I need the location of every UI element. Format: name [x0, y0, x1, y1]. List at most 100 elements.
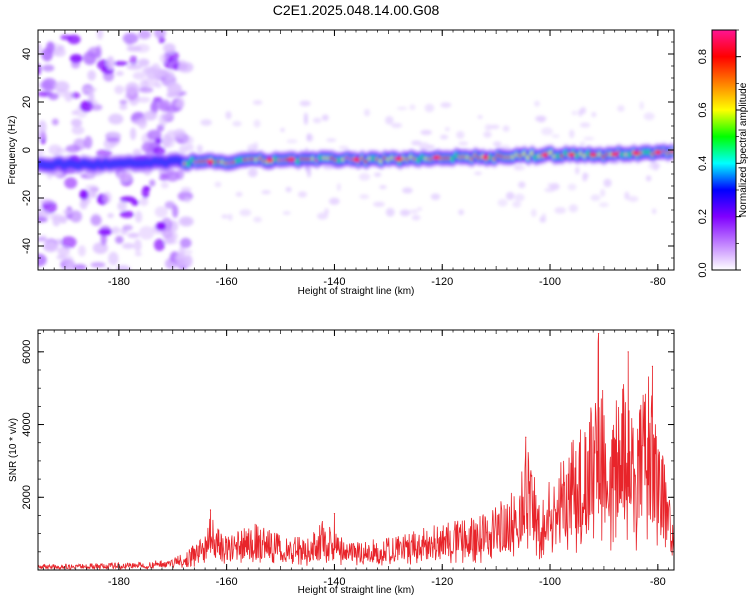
spectrogram-cell	[497, 198, 508, 207]
snr-x-tick-label: -180	[108, 576, 130, 588]
spectrogram-cell	[534, 100, 540, 107]
snr-x-ticks: -180 -160 -140 -120 -100 -80	[43, 330, 669, 588]
spectrogram-cell	[119, 210, 135, 219]
spectrogram-cell	[286, 139, 298, 144]
spectrogram-cell	[624, 191, 630, 200]
spectrogram-x-tick-label: -100	[539, 276, 561, 288]
spectrogram-cell	[135, 43, 150, 53]
spectrogram-cell	[253, 141, 259, 150]
spectrogram-cell	[45, 41, 55, 54]
spectrogram-blobs	[38, 30, 674, 270]
spectrogram-cell	[185, 143, 194, 151]
spectrogram-cell	[153, 30, 166, 39]
colorbar-tick-label: 0.2	[697, 209, 709, 224]
spectrogram-cell	[656, 151, 660, 154]
spectrogram-cell	[92, 242, 109, 254]
spectrogram-cell	[162, 229, 172, 237]
spectrogram-cell	[583, 173, 590, 178]
spectrogram-x-tick-label: -160	[216, 276, 238, 288]
spectrogram-cell	[312, 117, 322, 124]
spectrogram-cell	[282, 211, 291, 215]
spectrogram-cell	[38, 198, 54, 204]
spectrogram-cell	[127, 232, 140, 239]
spectrogram-cell	[474, 171, 482, 175]
spectrogram-cell	[134, 251, 142, 257]
spectrogram-cell	[90, 103, 103, 111]
spectrogram-cell	[359, 194, 370, 200]
spectrogram-cell	[180, 186, 192, 193]
spectrogram-cell	[530, 208, 537, 218]
snr-panel: -180 -160 -140 -120 -100 -80 2000 4000 6000 Hei…	[8, 329, 675, 596]
spectrogram-image	[38, 30, 674, 270]
spectrogram-cell	[551, 134, 560, 138]
spectrogram-cell	[138, 226, 155, 240]
spectrogram-cell	[106, 56, 115, 70]
spectrogram-cell	[129, 127, 137, 141]
spectrogram-y-tick-label: 0	[21, 147, 33, 153]
spectrogram-cell	[515, 165, 521, 169]
spectrogram-cell	[155, 221, 167, 231]
snr-frame	[37, 329, 675, 571]
spectrogram-cell	[591, 153, 595, 156]
spectrogram-cell	[38, 63, 42, 76]
spectrogram-cell	[391, 122, 403, 129]
spectrogram-cell	[427, 144, 435, 149]
spectrogram-cell	[177, 61, 194, 73]
spectrogram-cell	[411, 214, 421, 221]
spectrogram-cell	[114, 85, 125, 95]
spectrogram-cell	[54, 81, 70, 93]
spectrogram-cell	[410, 140, 422, 146]
spectrogram-cell	[71, 125, 85, 135]
spectrogram-cell	[126, 64, 143, 70]
spectrogram-cell	[179, 237, 192, 249]
spectrogram-cell	[200, 119, 212, 126]
spectrogram-cell	[252, 100, 263, 105]
spectrogram-cell	[568, 204, 578, 213]
spectrogram-cell	[600, 188, 606, 197]
spectrogram-y-tick-label: -20	[21, 190, 33, 206]
spectrogram-cell	[163, 137, 176, 148]
spectrogram-cell	[108, 251, 119, 266]
spectrogram-cell	[554, 207, 566, 214]
spectrogram-cell	[154, 82, 162, 89]
spectrogram-cell	[133, 239, 142, 252]
spectrogram-cell	[115, 264, 131, 270]
spectrogram-cell	[107, 213, 114, 219]
spectrogram-cell	[539, 216, 547, 223]
spectrogram-cell	[136, 96, 151, 103]
spectrogram-cell	[69, 53, 83, 63]
spectrogram-cell	[435, 156, 439, 159]
spectrogram-cell	[235, 191, 243, 197]
spectrogram-cell	[502, 125, 510, 132]
spectrogram-cell	[627, 195, 639, 203]
spectrogram-cell	[119, 99, 128, 105]
spectrogram-cell	[183, 249, 193, 254]
spectrogram-cell	[41, 77, 57, 92]
spectrogram-cell	[144, 186, 151, 191]
spectrogram-x-tick-label: -140	[323, 276, 345, 288]
spectrogram-cell	[119, 103, 128, 110]
spectrogram-cell	[102, 191, 112, 204]
spectrogram-cell	[71, 110, 79, 115]
spectrogram-y-label: Frequency (Hz)	[7, 116, 18, 185]
colorbar: 0.0 0.2 0.4 0.6 0.8 Normalized spectral ampl…	[697, 29, 749, 278]
spectrogram-cell	[113, 61, 129, 66]
spectrogram-cell	[143, 110, 158, 121]
spectrogram-cell	[567, 183, 577, 191]
snr-peak-point	[627, 351, 629, 353]
snr-peak-point	[209, 509, 212, 511]
spectrogram-cell	[379, 185, 387, 190]
snr-y-ticks: 2000 4000 6000	[21, 333, 674, 571]
spectrogram-cell	[196, 144, 203, 153]
spectrogram-cell	[385, 115, 394, 125]
snr-peaks	[209, 333, 654, 515]
spectrogram-cell	[208, 160, 213, 164]
spectrogram-cell	[158, 99, 172, 112]
spectrogram-cell	[85, 184, 98, 190]
snr-x-tick-label: -100	[539, 576, 561, 588]
figure-title: C2E1.2025.048.14.00.G08	[273, 2, 440, 18]
spectrogram-cell	[65, 144, 81, 153]
spectrogram-cell	[477, 115, 483, 119]
spectrogram-cell	[326, 138, 337, 142]
spectrogram-cell	[402, 187, 413, 194]
